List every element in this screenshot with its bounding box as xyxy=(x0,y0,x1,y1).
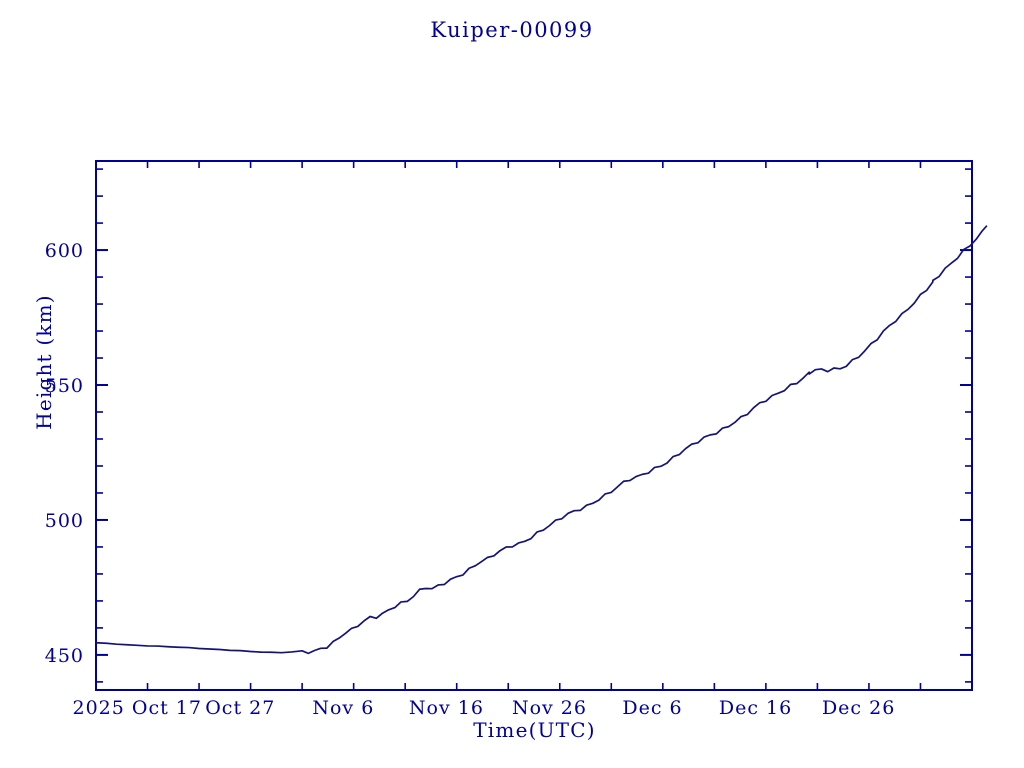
data-series-group xyxy=(95,225,988,655)
page-title: Kuiper-00099 xyxy=(430,18,594,42)
y-tick-label: 600 xyxy=(45,240,84,262)
y-tick-label: 500 xyxy=(45,510,84,532)
x-tick-label: Nov 26 xyxy=(512,697,587,719)
y-tick-label: 550 xyxy=(45,375,84,397)
x-tick-label: Dec 16 xyxy=(719,697,792,719)
y-axis-tick-labels: 450 500 550 600 xyxy=(45,240,84,667)
x-tick-label: Nov 6 xyxy=(312,697,374,719)
y-tick-label: 450 xyxy=(45,645,84,667)
y-axis-ticks xyxy=(96,168,972,683)
x-tick-label: Oct 27 xyxy=(205,697,275,719)
plot-frame xyxy=(95,160,973,691)
x-axis-ticks xyxy=(95,161,973,690)
x-tick-label: Dec 6 xyxy=(622,697,682,719)
x-tick-label: Dec 26 xyxy=(822,697,895,719)
x-tick-label: 2025 Oct 17 xyxy=(72,697,201,719)
data-series-line xyxy=(95,225,988,655)
x-tick-label: Nov 16 xyxy=(409,697,484,719)
x-axis-tick-labels: 2025 Oct 17 Oct 27 Nov 6 Nov 16 Nov 26 Dec 6 D… xyxy=(72,697,895,719)
x-axis-label: Time(UTC) xyxy=(473,718,596,742)
